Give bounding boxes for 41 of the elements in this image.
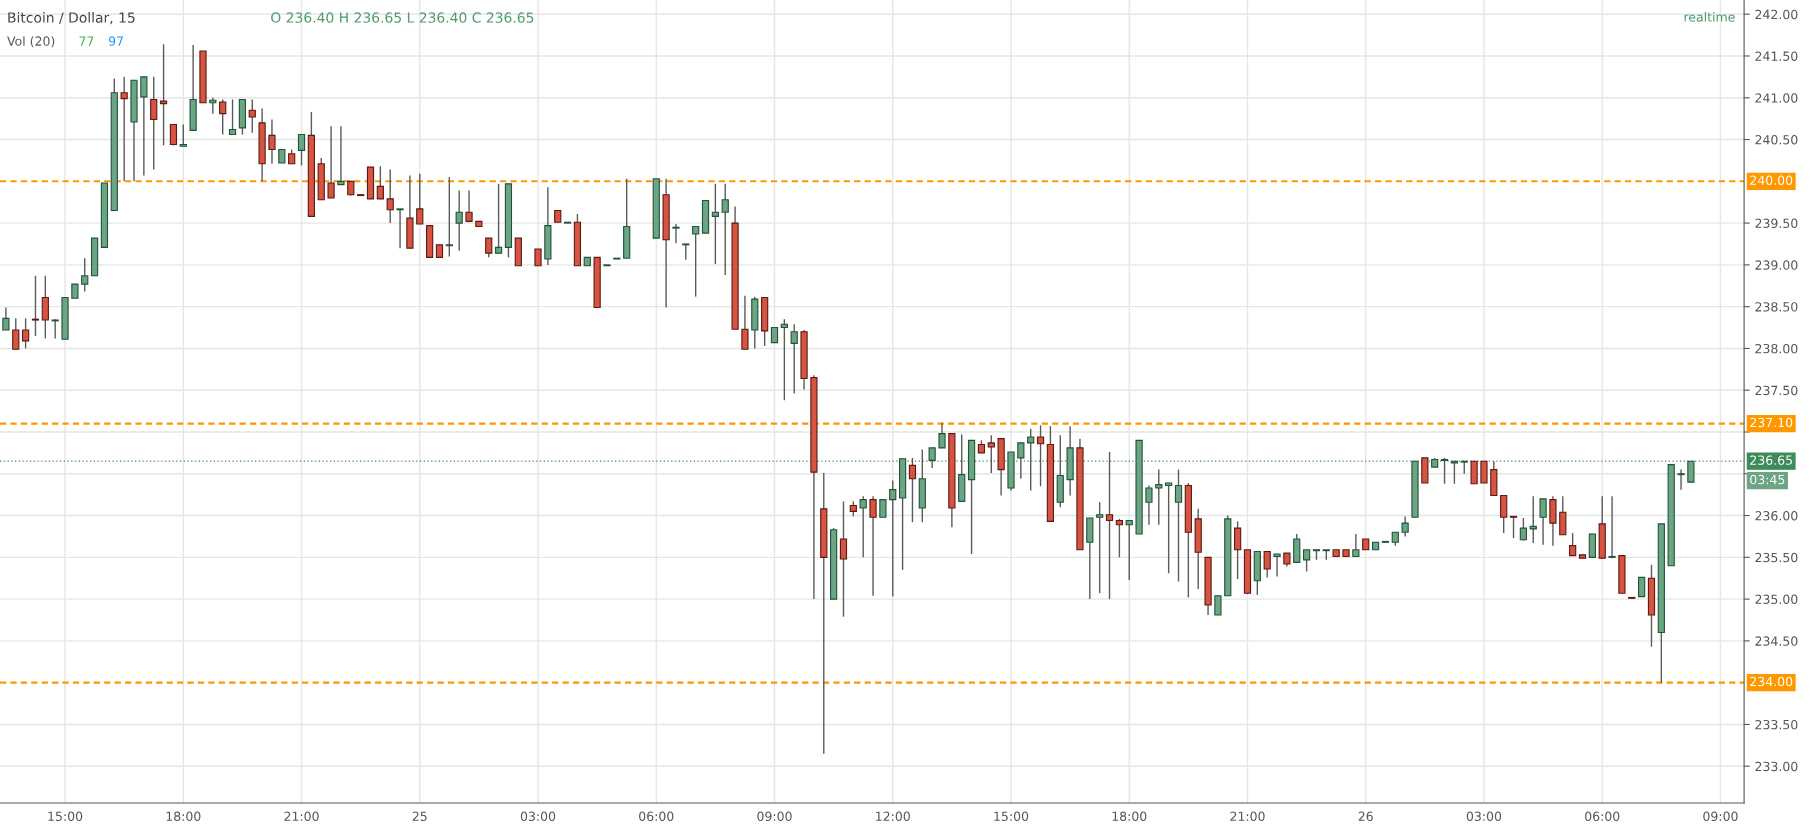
x-tick-label: 09:00 bbox=[1703, 811, 1738, 821]
text: Bitcoin / Dollar, 15 bbox=[8, 12, 135, 25]
x-tick-label: 15:00 bbox=[48, 811, 83, 821]
x-tick-label: 21:00 bbox=[284, 811, 319, 821]
y-tick-label: 235.00 bbox=[1755, 594, 1798, 605]
annotation: O 236.40 H 236.65 L 236.40 C 236.65 bbox=[271, 12, 534, 23]
x-tick-label: 26 bbox=[1358, 811, 1373, 821]
y-tick-label: 236.00 bbox=[1755, 511, 1798, 521]
annotation: 77 bbox=[79, 36, 94, 46]
x-tick-label: 18:00 bbox=[166, 811, 201, 821]
y-tick-label: 238.00 bbox=[1755, 343, 1798, 354]
x-tick-label: 15:00 bbox=[994, 811, 1029, 821]
text: 03:45 bbox=[1750, 474, 1785, 485]
annotation: Vol (20) bbox=[7, 36, 55, 48]
y-tick-label: 239.50 bbox=[1755, 218, 1798, 229]
annotation: realtime bbox=[1684, 12, 1735, 22]
x-tick-label: 12:00 bbox=[876, 811, 910, 821]
y-tick-label: 233.00 bbox=[1755, 761, 1798, 772]
y-tick-label: 234.50 bbox=[1755, 636, 1798, 646]
y-tick-label: 238.50 bbox=[1755, 302, 1798, 312]
x-tick-label: 09:00 bbox=[757, 811, 792, 821]
x-tick-label: 18:00 bbox=[1112, 811, 1147, 821]
ref-line-label: 237.10 bbox=[1750, 417, 1793, 428]
y-tick-label: 240.50 bbox=[1755, 135, 1798, 145]
y-tick-label: 235.50 bbox=[1755, 552, 1798, 563]
y-tick-label: 241.00 bbox=[1755, 93, 1798, 103]
x-tick-label: 03:00 bbox=[1466, 811, 1502, 821]
x-tick-label: 03:00 bbox=[520, 811, 556, 821]
y-tick-label: 242.00 bbox=[1755, 9, 1798, 20]
x-tick-label: 06:00 bbox=[639, 811, 674, 821]
y-tick-label: 237.50 bbox=[1755, 385, 1798, 396]
y-tick-label: 241.50 bbox=[1755, 51, 1798, 61]
ref-line-label: 236.65 bbox=[1750, 455, 1792, 465]
y-tick-label: 233.50 bbox=[1755, 719, 1798, 730]
ref-line-label: 240.00 bbox=[1750, 175, 1793, 185]
annotation: 97 bbox=[108, 36, 123, 46]
x-tick-label: 25 bbox=[412, 811, 427, 821]
x-tick-label: 21:00 bbox=[1230, 811, 1265, 821]
y-tick-label: 239.00 bbox=[1755, 260, 1798, 270]
x-tick-label: 06:00 bbox=[1585, 811, 1620, 821]
ref-line-label: 234.00 bbox=[1750, 676, 1793, 687]
